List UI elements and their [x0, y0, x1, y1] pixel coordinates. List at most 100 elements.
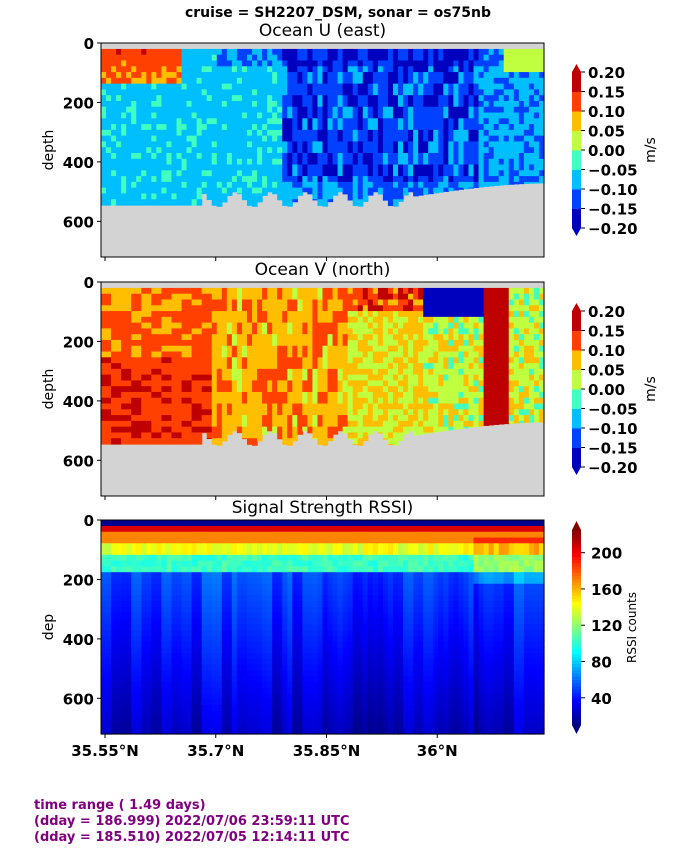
heatmap-cell	[246, 293, 253, 301]
heatmap-cell	[146, 305, 152, 312]
heatmap-cell	[141, 293, 147, 301]
heatmap-cell	[282, 438, 288, 445]
heatmap-cell	[387, 181, 394, 189]
heatmap-cell	[438, 187, 444, 193]
heatmap-cell	[458, 293, 465, 301]
heatmap-cell	[538, 181, 545, 184]
heatmap-cell	[206, 287, 213, 295]
heatmap-cell	[438, 48, 444, 56]
heatmap-cell	[106, 658, 112, 666]
heatmap-cell	[231, 397, 238, 405]
heatmap-cell	[302, 60, 308, 67]
heatmap-cell	[347, 334, 354, 341]
heatmap-cell	[362, 193, 369, 200]
heatmap-cell	[513, 311, 520, 318]
heatmap-cell	[236, 420, 243, 428]
heatmap-cell	[443, 124, 449, 131]
heatmap-cell	[418, 187, 424, 195]
heatmap-cell	[141, 403, 147, 410]
heatmap-cell	[176, 345, 183, 353]
heatmap-cell	[241, 147, 248, 154]
heatmap-cell	[136, 699, 142, 706]
heatmap-cell	[538, 106, 545, 114]
heatmap-cell	[181, 409, 188, 416]
heatmap-cell	[337, 60, 344, 67]
heatmap-cell	[131, 345, 137, 353]
heatmap-cell	[453, 54, 460, 62]
heatmap-cell	[101, 89, 107, 96]
heatmap-cell	[307, 176, 314, 183]
heatmap-cell	[206, 112, 213, 119]
heatmap-cell	[473, 287, 480, 295]
heatmap-cell	[216, 129, 223, 137]
heatmap-cell	[136, 152, 142, 160]
heatmap-cell	[382, 89, 389, 96]
heatmap-cell	[413, 95, 419, 102]
heatmap-cell	[443, 106, 449, 114]
heatmap-cell	[297, 193, 303, 196]
heatmap-cell	[206, 311, 213, 318]
heatmap-cell	[241, 415, 248, 422]
heatmap-cell	[302, 386, 308, 393]
heatmap-cell	[362, 176, 369, 183]
heatmap-cell	[342, 345, 349, 353]
heatmap-cell	[121, 391, 127, 399]
heatmap-cell	[196, 380, 203, 387]
heatmap-cell	[508, 363, 515, 370]
heatmap-cell	[211, 60, 218, 67]
heatmap-cell	[146, 193, 152, 200]
heatmap-cell	[211, 368, 218, 376]
heatmap-cell	[272, 54, 278, 62]
heatmap-cell	[503, 322, 510, 329]
heatmap-cell	[317, 426, 324, 434]
heatmap-cell	[166, 403, 173, 410]
heatmap-cell	[498, 386, 505, 393]
heatmap-cell	[161, 432, 168, 439]
heatmap-cell	[478, 328, 485, 335]
heatmap-cell	[463, 89, 470, 96]
heatmap-cell	[352, 426, 359, 434]
heatmap-cell	[196, 345, 203, 353]
heatmap-cell	[478, 72, 485, 79]
heatmap-cell	[523, 147, 530, 154]
heatmap-cell	[146, 60, 152, 67]
heatmap-cell	[111, 624, 117, 631]
heatmap-cell	[307, 328, 314, 335]
heatmap-cell	[191, 391, 198, 399]
heatmap-cell	[488, 299, 495, 306]
heatmap-cell	[287, 293, 293, 301]
heatmap-cell	[533, 374, 540, 382]
heatmap-cell	[453, 357, 460, 364]
heatmap-cell	[201, 386, 208, 393]
heatmap-cell	[121, 693, 127, 700]
heatmap-cell	[252, 152, 258, 160]
heatmap-cell	[418, 100, 424, 108]
heatmap-cell	[362, 106, 369, 114]
heatmap-cell	[327, 432, 334, 439]
heatmap-cell	[131, 170, 137, 177]
heatmap-cell	[458, 368, 465, 376]
heatmap-cell	[282, 129, 288, 137]
heatmap-cell	[282, 293, 288, 301]
heatmap-cell	[201, 72, 208, 79]
heatmap-cell	[191, 118, 198, 125]
heatmap-cell	[533, 164, 540, 171]
heatmap-cell	[423, 106, 429, 114]
heatmap-cell	[337, 118, 344, 125]
heatmap-cell	[101, 199, 107, 206]
heatmap-cell	[347, 420, 354, 428]
heatmap-cell	[458, 106, 465, 114]
heatmap-cell	[473, 164, 480, 171]
heatmap-cell	[392, 316, 399, 324]
heatmap-cell	[533, 299, 540, 306]
heatmap-cell	[101, 618, 107, 625]
heatmap-cell	[181, 391, 188, 399]
heatmap-cell	[408, 357, 414, 364]
heatmap-cell	[171, 345, 178, 353]
heatmap-cell	[347, 141, 354, 148]
heatmap-cell	[352, 100, 359, 108]
heatmap-cell	[181, 420, 188, 428]
heatmap-cell	[111, 577, 117, 585]
heatmap-cell	[206, 83, 213, 90]
heatmap-cell	[443, 334, 449, 341]
